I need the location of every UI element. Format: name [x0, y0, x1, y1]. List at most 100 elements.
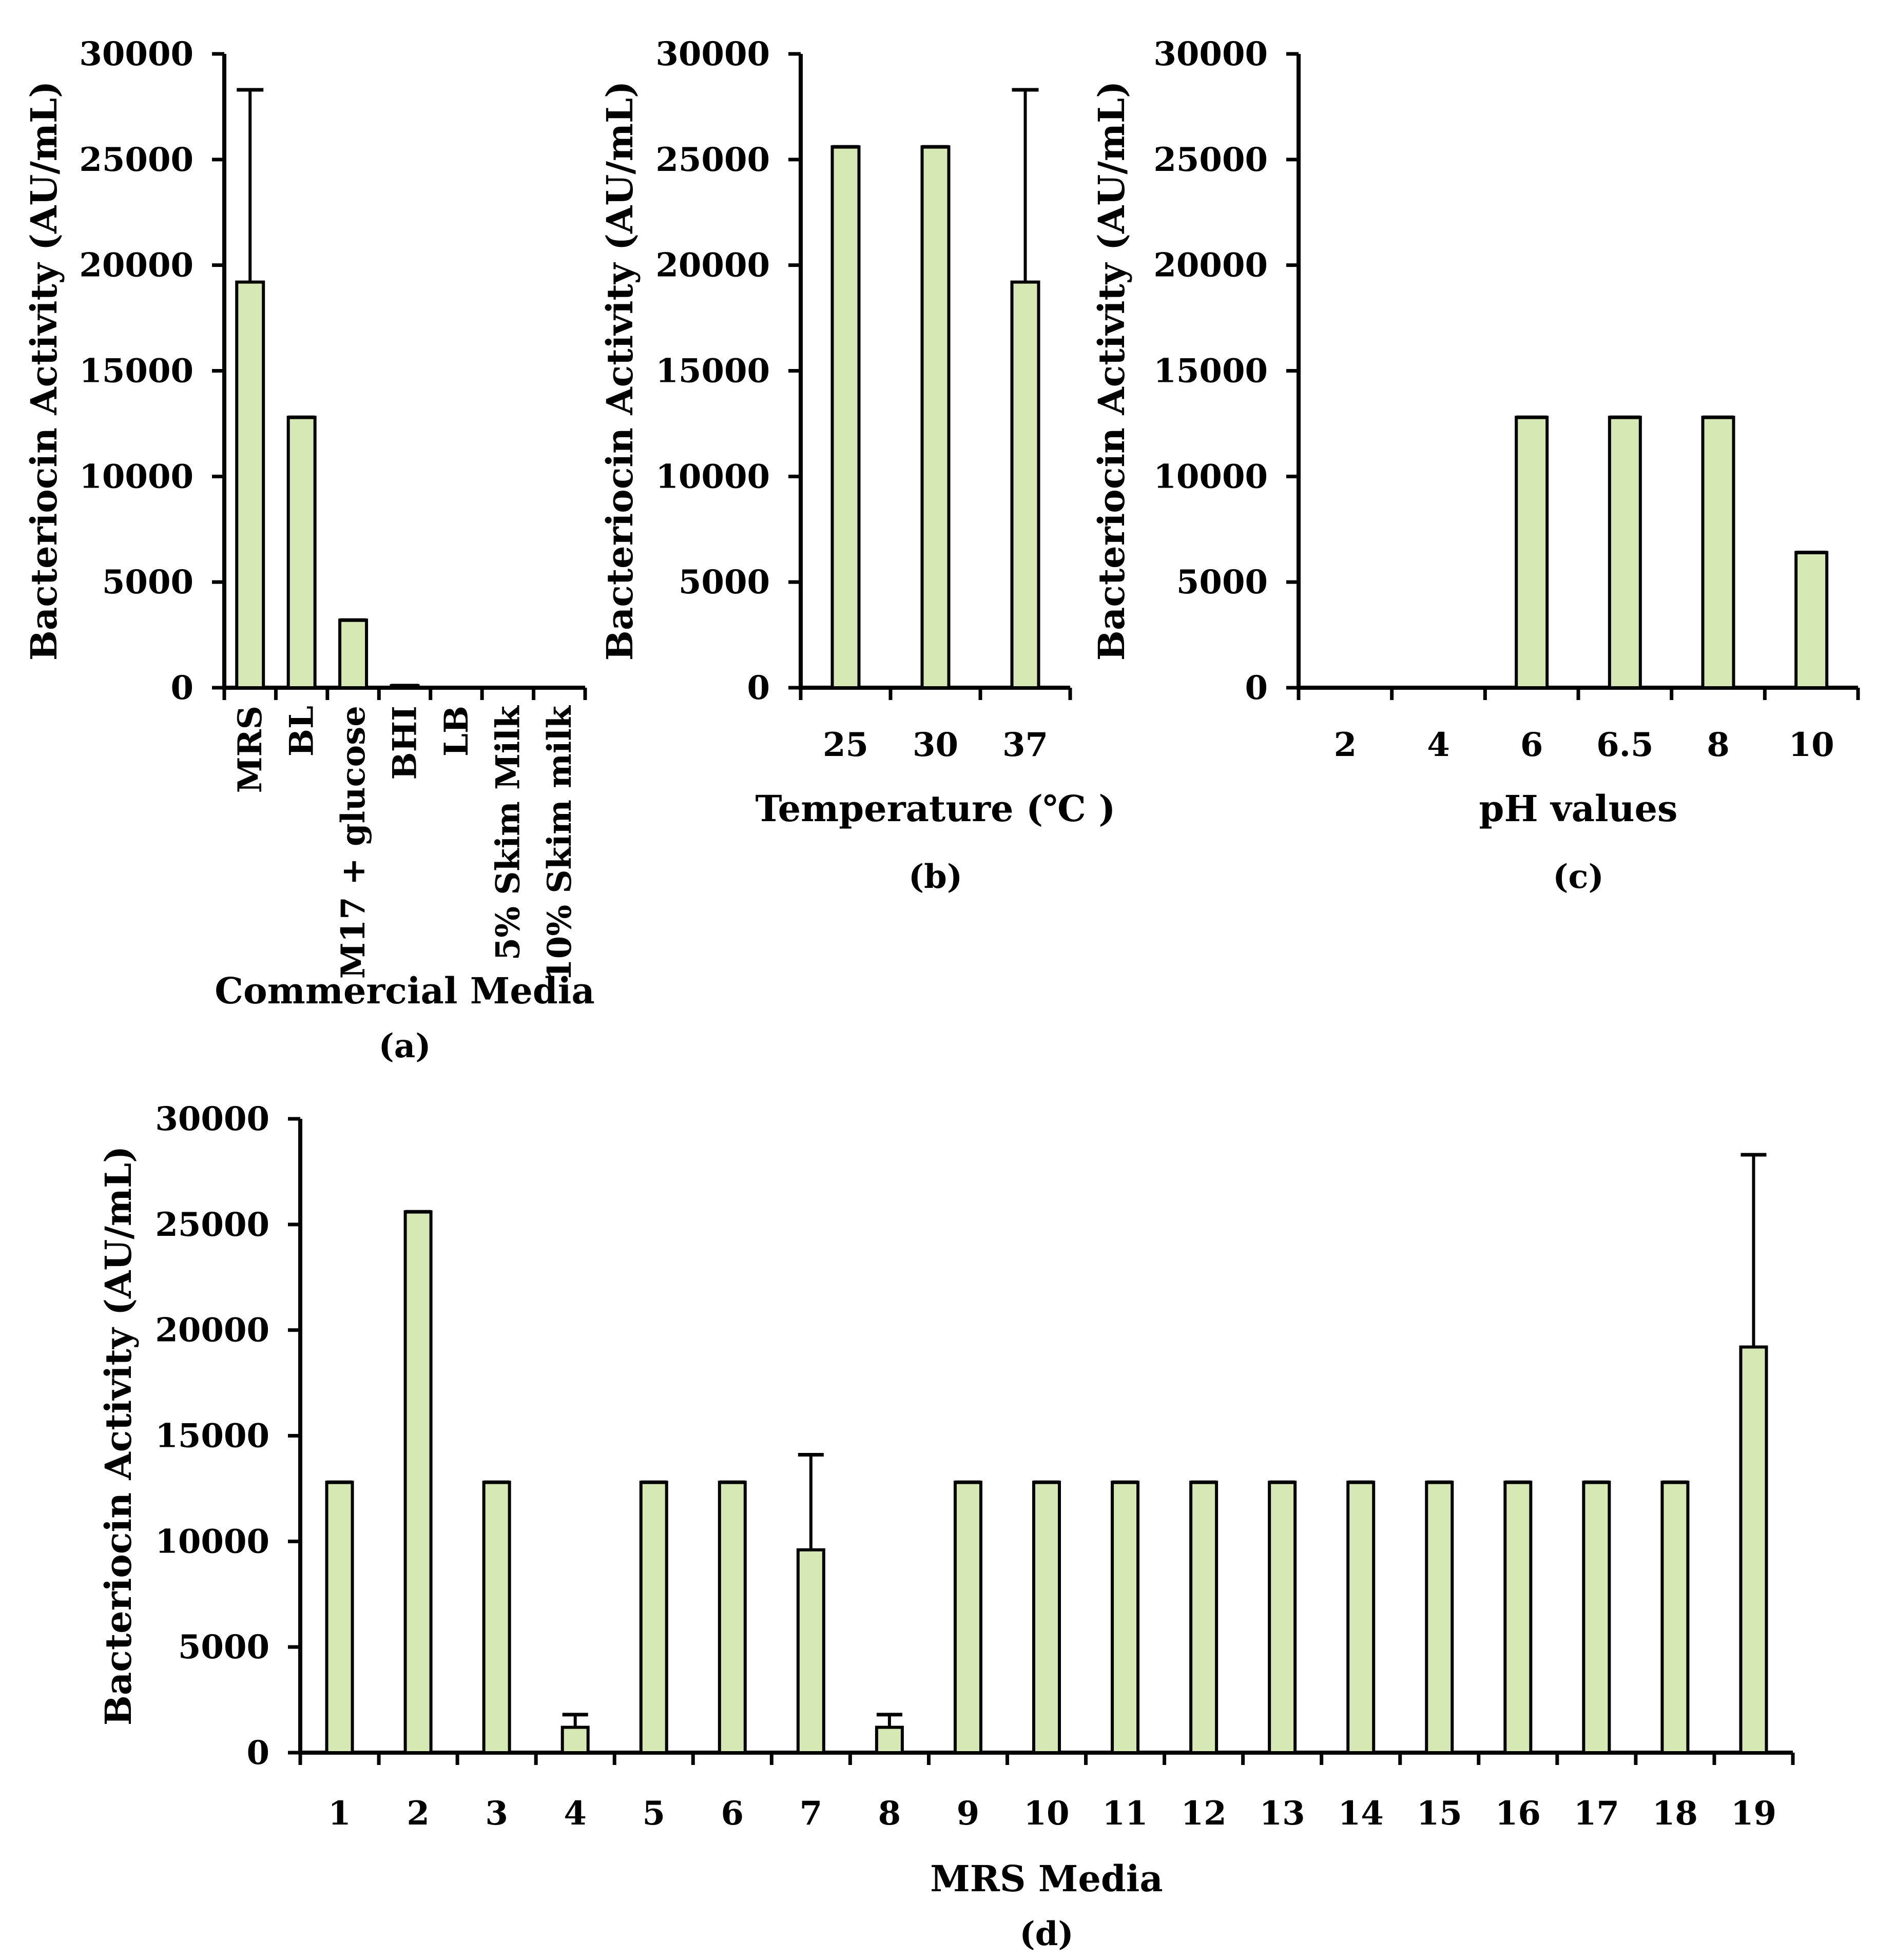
- x-category-label: M17 + glucose: [334, 706, 373, 979]
- x-category-label: 15: [1417, 1794, 1462, 1833]
- bar: [1660, 1481, 1690, 1754]
- x-category-label: 16: [1495, 1794, 1541, 1833]
- y-tick-label: 25000: [655, 141, 770, 179]
- y-tick-label: 15000: [79, 352, 194, 391]
- y-tick-label: 15000: [655, 352, 770, 391]
- x-category-label: 18: [1652, 1794, 1698, 1833]
- x-category-label: 25: [823, 726, 868, 764]
- bar: [953, 1481, 982, 1754]
- y-tick-label: 10000: [655, 457, 770, 496]
- bar: [1032, 1481, 1061, 1754]
- bar: [1794, 551, 1829, 689]
- bar: [1010, 280, 1040, 689]
- y-tick-label: 0: [246, 1734, 269, 1772]
- panel-b-temperature: 0 5000 10000 15000 20000 25000 30000 25 30 37 Bact…: [598, 35, 1115, 896]
- y-tick-label: 25000: [1153, 141, 1268, 179]
- panel-label: (c): [1553, 858, 1604, 896]
- y-tick-label: 20000: [79, 246, 194, 285]
- x-category-label: 9: [957, 1794, 980, 1833]
- y-tick-label: 10000: [1153, 457, 1268, 496]
- bar: [1582, 1481, 1611, 1754]
- x-axis-title: MRS Media: [930, 1857, 1163, 1900]
- y-tick-label: 10000: [155, 1522, 269, 1561]
- x-category-label: 2: [1334, 726, 1357, 764]
- y-tick-label: 30000: [1153, 35, 1268, 73]
- x-category-label: 2: [407, 1794, 430, 1833]
- bar: [718, 1481, 747, 1754]
- x-category-label: 37: [1002, 726, 1048, 764]
- x-category-label: 8: [878, 1794, 901, 1833]
- x-category-label: 7: [800, 1794, 823, 1833]
- y-tick-label: 5000: [102, 563, 194, 601]
- bar: [830, 145, 861, 690]
- bar: [1425, 1481, 1454, 1754]
- y-tick-label: 10000: [79, 457, 194, 496]
- y-tick-label: 5000: [679, 563, 770, 601]
- x-category-label: 10% Skim milk: [540, 705, 579, 981]
- bar: [1739, 1345, 1768, 1755]
- x-category-label: 1: [328, 1794, 351, 1833]
- y-tick-label: 20000: [655, 246, 770, 285]
- panel-label: (a): [378, 1027, 431, 1065]
- x-category-label: 5% Skim Milk: [489, 705, 527, 960]
- x-category-label: 13: [1260, 1794, 1305, 1833]
- bar: [1346, 1481, 1376, 1754]
- bar: [1189, 1481, 1219, 1754]
- x-category-label: 10: [1023, 1794, 1069, 1833]
- y-axis-title: Bacteriocin Activity (AU/mL): [97, 1146, 140, 1726]
- bar: [1608, 416, 1642, 689]
- y-tick-label: 0: [1245, 669, 1268, 707]
- x-category-label: 4: [1427, 726, 1450, 764]
- x-category-label: 14: [1338, 1794, 1384, 1833]
- x-category-label: 30: [913, 726, 958, 764]
- y-tick-label: 25000: [79, 141, 194, 179]
- bar: [1111, 1481, 1140, 1754]
- bar: [325, 1481, 354, 1754]
- y-tick-label: 30000: [655, 35, 770, 73]
- y-tick-label: 25000: [155, 1206, 269, 1244]
- panel-a-commercial-media: 0 5000 10000 15000 20000 25000 30000 MRS BL M17 +…: [23, 35, 595, 1065]
- x-axis-title: pH values: [1479, 787, 1678, 830]
- bar: [338, 618, 369, 690]
- y-tick-label: 15000: [1153, 352, 1268, 391]
- bar: [286, 416, 317, 689]
- bar: [875, 1725, 904, 1755]
- bar: [920, 145, 951, 690]
- bar: [1268, 1481, 1297, 1754]
- y-tick-label: 30000: [155, 1100, 269, 1138]
- x-category-label: LB: [437, 706, 476, 756]
- bar: [1701, 416, 1735, 689]
- bar: [482, 1481, 511, 1754]
- panel-label: (b): [908, 858, 962, 896]
- x-category-label: 6: [721, 1794, 744, 1833]
- x-category-label: 19: [1731, 1794, 1776, 1833]
- x-category-label: 10: [1789, 726, 1834, 764]
- x-category-label: MRS: [231, 706, 269, 793]
- x-category-label: 17: [1574, 1794, 1619, 1833]
- x-category-label: 5: [642, 1794, 665, 1833]
- x-category-label: BHI: [386, 706, 424, 780]
- y-tick-label: 0: [747, 669, 770, 707]
- y-tick-label: 5000: [1176, 563, 1268, 601]
- y-axis-title: Bacteriocin Activity (AU/mL): [23, 81, 65, 661]
- y-tick-label: 20000: [155, 1311, 269, 1350]
- x-category-label: 4: [564, 1794, 587, 1833]
- y-tick-label: 0: [170, 669, 194, 707]
- bar: [639, 1481, 668, 1754]
- y-axis-title: Bacteriocin Activity (AU/mL): [1090, 81, 1133, 661]
- x-category-label: 6.5: [1596, 726, 1653, 764]
- x-axis-title: Temperature (℃ ): [756, 787, 1116, 830]
- x-category-label: 11: [1103, 1794, 1148, 1833]
- bar: [796, 1548, 825, 1755]
- bar: [1503, 1481, 1533, 1754]
- bar: [403, 1210, 433, 1754]
- x-category-label: 12: [1181, 1794, 1227, 1833]
- bar: [235, 280, 265, 689]
- panel-label: (d): [1019, 1915, 1073, 1953]
- y-axis-title: Bacteriocin Activity (AU/mL): [598, 81, 641, 661]
- x-category-label: 3: [485, 1794, 508, 1833]
- x-category-label: BL: [283, 706, 321, 756]
- y-tick-label: 30000: [79, 35, 194, 73]
